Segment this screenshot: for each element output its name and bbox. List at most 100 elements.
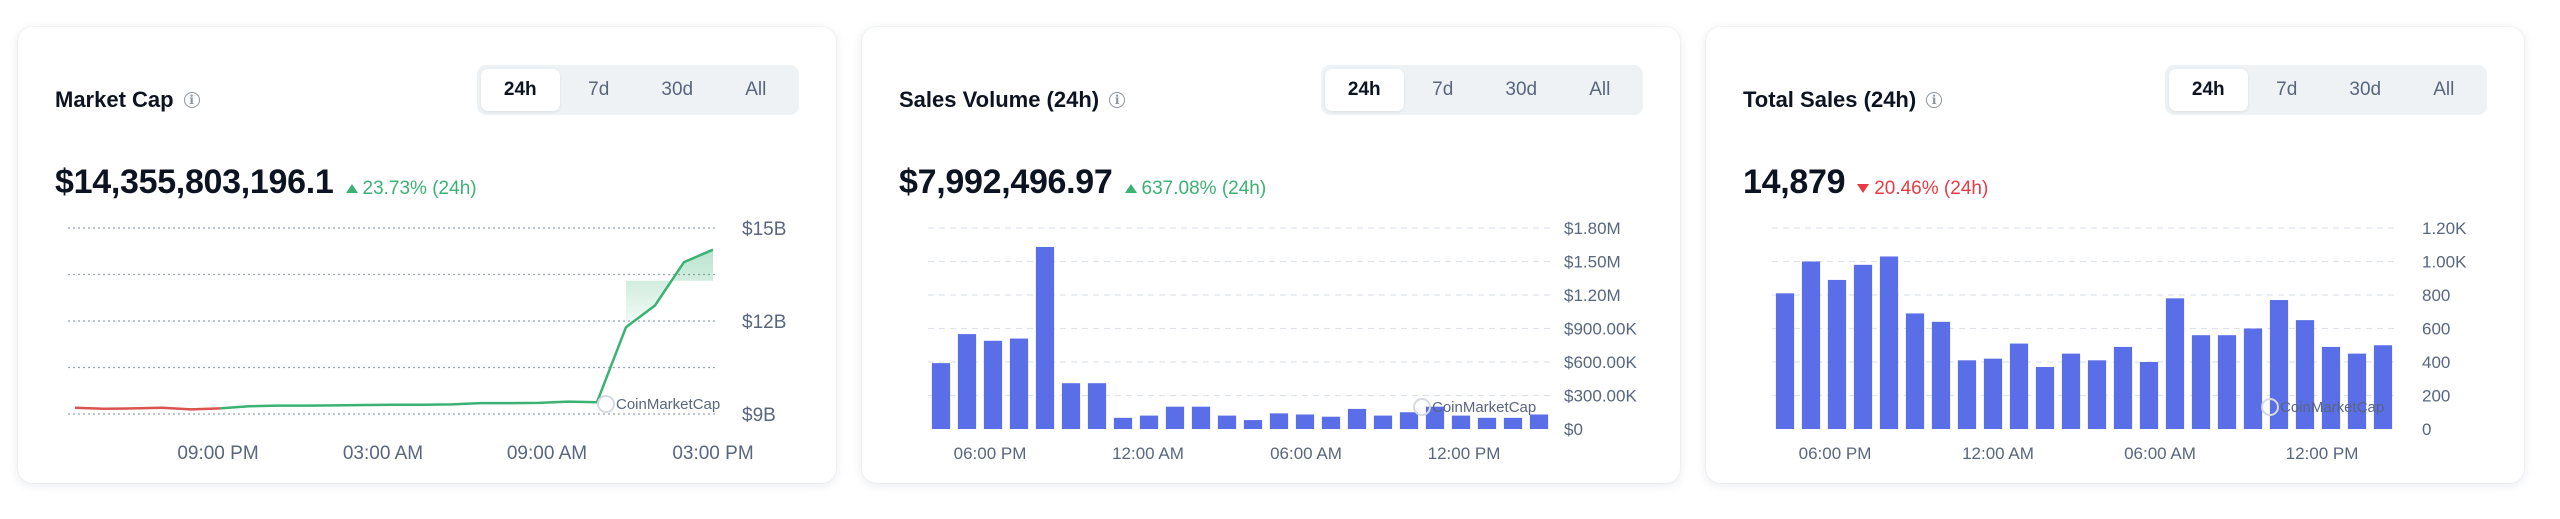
- x-tick-label: 06:00 PM: [1799, 444, 1872, 463]
- bar: [1801, 261, 1821, 429]
- bar: [2217, 335, 2237, 429]
- total-sales-card: Total Sales (24h) i 24h 7d 30d All 14,87…: [1706, 27, 2524, 483]
- change-text: 23.73% (24h): [362, 177, 477, 199]
- watermark: CoinMarketCap: [1432, 399, 1536, 416]
- bar: [1061, 383, 1081, 429]
- bar: [1503, 417, 1523, 429]
- bar: [2321, 346, 2341, 429]
- x-tick-label: 03:00 PM: [672, 443, 753, 464]
- y-tick-label: 800: [2422, 286, 2450, 305]
- x-tick-label: 06:00 PM: [954, 444, 1027, 463]
- bar: [1113, 417, 1133, 429]
- y-tick-label: 0: [2422, 420, 2431, 439]
- caret-down-icon: [1857, 184, 1870, 193]
- bar: [1399, 412, 1419, 429]
- series-line-up: [219, 248, 714, 410]
- market-cap-card: Market Cap i 24h 7d 30d All $14,355,803,…: [18, 27, 836, 483]
- bar: [2295, 320, 2315, 429]
- total-sales-value: 14,879: [1743, 163, 1846, 201]
- watermark-logo-icon: [2261, 398, 2279, 416]
- bar: [1529, 414, 1549, 429]
- y-tick-label: $1.80M: [1564, 219, 1621, 238]
- series-line-down: [74, 406, 221, 411]
- bar: [1139, 415, 1159, 429]
- info-icon[interactable]: i: [1109, 92, 1126, 108]
- bar: [2165, 298, 2185, 429]
- bar: [1347, 408, 1367, 429]
- bar: [1775, 293, 1795, 429]
- timeframe-tabs: 24h 7d 30d All: [2165, 65, 2487, 115]
- bar: [1853, 264, 1873, 429]
- market-cap-chart: $9B $12B $15B 09:00 PM 03:00 AM 09:00 AM 03:00…: [68, 219, 786, 464]
- change-text: 20.46% (24h): [1874, 177, 1989, 199]
- watermark: CoinMarketCap: [2280, 399, 2384, 416]
- tab-7d[interactable]: 7d: [2276, 79, 2298, 100]
- watermark: CoinMarketCap: [616, 396, 720, 413]
- info-icon[interactable]: i: [183, 92, 200, 108]
- card-header: Sales Volume (24h) i: [899, 87, 1126, 113]
- tab-30d[interactable]: 30d: [1505, 79, 1538, 100]
- x-tick-label: 12:00 PM: [1428, 444, 1501, 463]
- sales-volume-chart: $0 $300.00K $600.00K $900.00K $1.20M $1.50M $1…: [928, 219, 1637, 463]
- tab-all[interactable]: All: [2433, 79, 2455, 100]
- x-tick-label: 03:00 AM: [343, 443, 423, 464]
- card-title: Market Cap: [55, 87, 174, 112]
- bar: [2373, 345, 2393, 429]
- tab-24h[interactable]: 24h: [2169, 69, 2248, 111]
- tab-24h[interactable]: 24h: [1325, 69, 1404, 111]
- bar: [1295, 414, 1315, 429]
- x-tick-label: 12:00 PM: [2286, 444, 2359, 463]
- value-row: $14,355,803,196.1 23.73% (24h): [55, 163, 477, 202]
- bar: [2061, 353, 2081, 429]
- bar: [1269, 413, 1289, 429]
- y-tick-label: $600.00K: [1564, 353, 1637, 372]
- x-tick-label: 12:00 AM: [1962, 444, 2034, 463]
- bar: [1983, 358, 2003, 429]
- y-tick-label: $1.50M: [1564, 253, 1621, 272]
- tab-7d[interactable]: 7d: [588, 79, 610, 100]
- bar: [1217, 415, 1237, 429]
- change-badge: 637.08% (24h): [1124, 177, 1267, 200]
- bar: [1931, 321, 1951, 429]
- tab-7d[interactable]: 7d: [1432, 79, 1454, 100]
- bar: [1477, 417, 1497, 429]
- y-tick-label: $300.00K: [1564, 387, 1637, 406]
- card-header: Total Sales (24h) i: [1743, 87, 1943, 113]
- bar: [1243, 420, 1263, 429]
- bar: [1165, 406, 1185, 429]
- bar: [1451, 415, 1471, 429]
- change-badge: 23.73% (24h): [345, 177, 477, 200]
- bar: [1087, 383, 1107, 429]
- y-tick-label: $12B: [742, 312, 786, 333]
- y-tick-label: 200: [2422, 387, 2450, 406]
- y-tick-label: 600: [2422, 320, 2450, 339]
- bar: [2113, 346, 2133, 429]
- change-text: 637.08% (24h): [1141, 177, 1267, 199]
- total-sales-chart: 0 200 400 600 800 1.00K 1.20K 06:00 PM 12:00 AM 0…: [1772, 219, 2467, 463]
- value-row: $7,992,496.97 637.08% (24h): [899, 163, 1266, 202]
- bar: [2139, 362, 2159, 429]
- sales-volume-value: $7,992,496.97: [899, 163, 1113, 201]
- y-tick-label: 400: [2422, 353, 2450, 372]
- market-cap-value: $14,355,803,196.1: [55, 163, 334, 201]
- change-badge: 20.46% (24h): [1857, 178, 1988, 200]
- bar: [1321, 416, 1341, 429]
- tab-all[interactable]: All: [1589, 79, 1611, 100]
- x-tick-label: 09:00 PM: [177, 443, 258, 464]
- watermark-logo-icon: [1413, 398, 1431, 416]
- x-tick-label: 09:00 AM: [507, 443, 587, 464]
- x-tick-label: 06:00 AM: [2124, 444, 2196, 463]
- tab-24h[interactable]: 24h: [481, 69, 560, 111]
- bar: [1425, 406, 1445, 429]
- timeframe-tabs: 24h 7d 30d All: [1321, 65, 1643, 115]
- y-tick-label: $15B: [742, 219, 786, 240]
- y-tick-label: $0: [1564, 420, 1583, 439]
- tab-30d[interactable]: 30d: [661, 79, 694, 100]
- tab-all[interactable]: All: [745, 79, 767, 100]
- tab-30d[interactable]: 30d: [2349, 79, 2382, 100]
- y-tick-label: 1.00K: [2422, 253, 2467, 272]
- card-header: Market Cap i: [55, 87, 200, 113]
- card-title: Sales Volume (24h): [899, 87, 1100, 112]
- info-icon[interactable]: i: [1926, 92, 1943, 108]
